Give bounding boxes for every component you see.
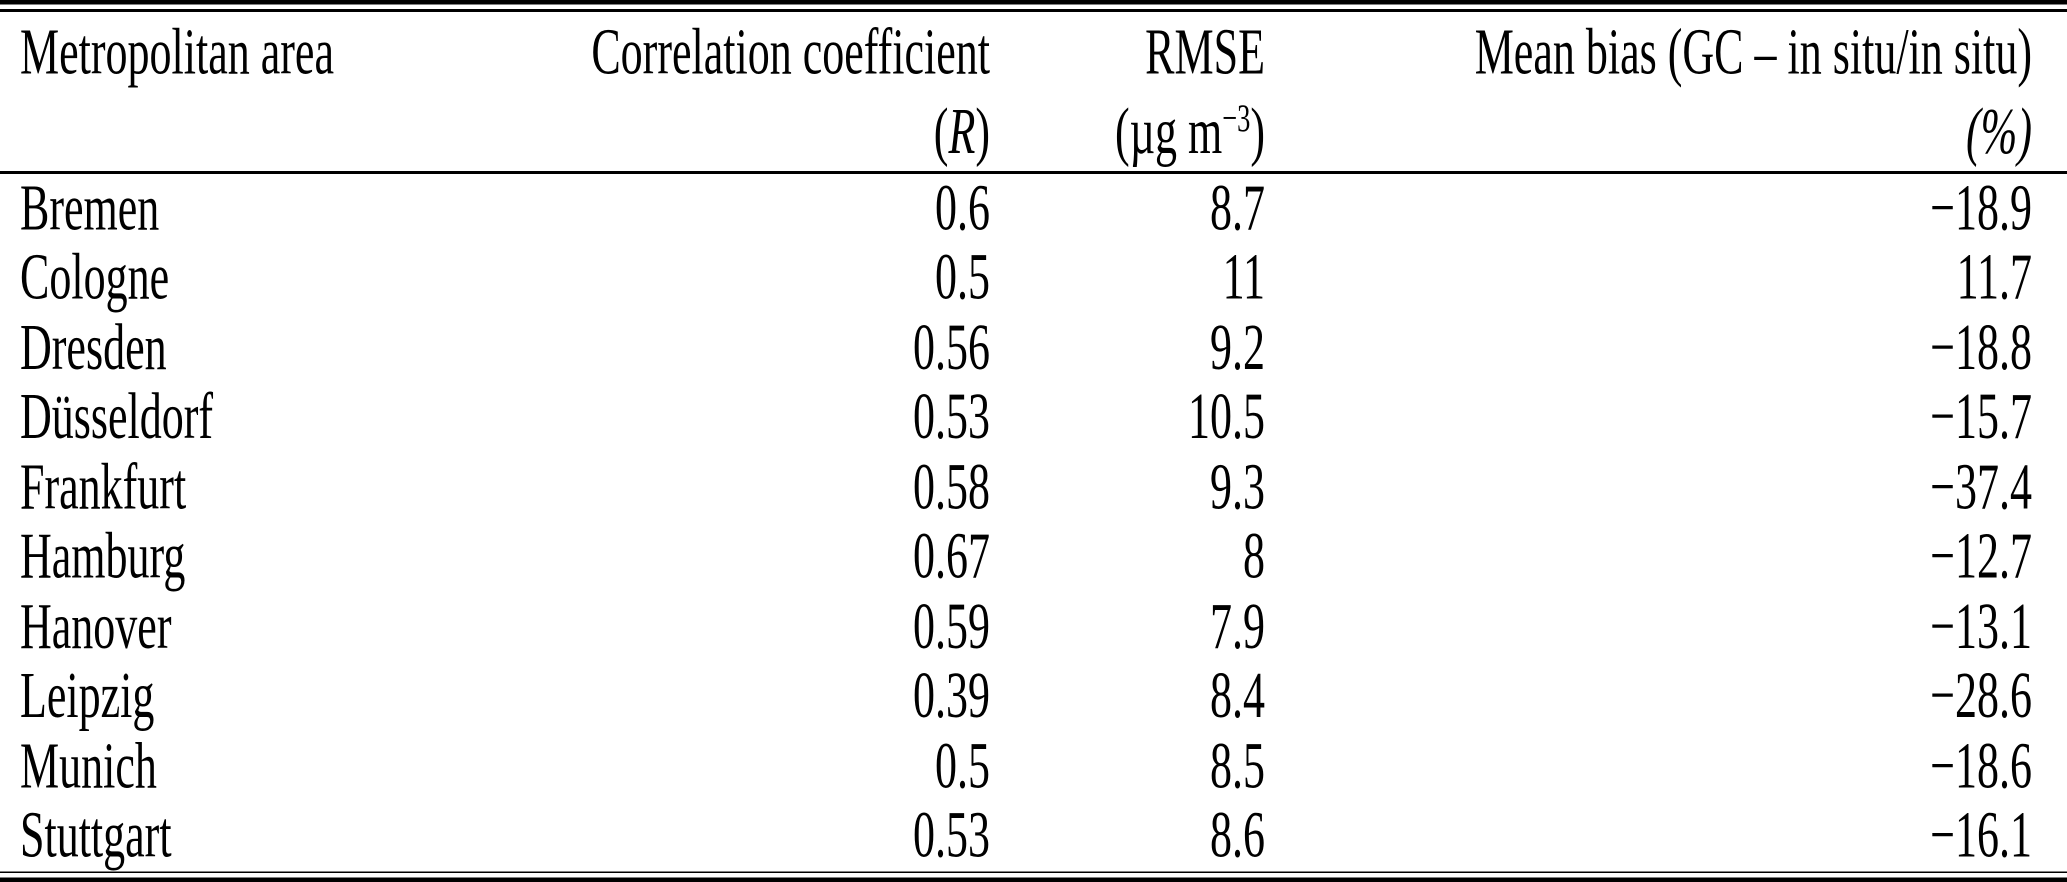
top-rule-thin (0, 9, 2067, 12)
mean-bias-cell: −13.1 (1930, 588, 2032, 663)
rmse-cell: 11 (1222, 240, 1265, 314)
correlation-cell: 0.56 (913, 309, 990, 384)
header-row-2: (R) (µg m−3) (%) (0, 90, 2067, 174)
correlation-cell: 0.59 (913, 588, 990, 663)
bottom-rule-thick (0, 877, 2067, 882)
paren-close: ) (975, 93, 990, 168)
metro-area-cell: Bremen (20, 170, 160, 244)
mean-bias-cell: −37.4 (1930, 449, 2032, 523)
mean-bias-cell: −18.6 (1930, 728, 2032, 802)
mean-bias-cell: −28.6 (1930, 658, 2032, 732)
rmse-unit-exponent: −3 (1222, 94, 1251, 140)
col-unit-mean-bias: (%) (1265, 90, 2067, 174)
rmse-cell: 8 (1243, 519, 1265, 593)
correlation-cell: 0.6 (935, 170, 990, 244)
correlation-cell: 0.53 (913, 379, 990, 453)
header-row-1: Metropolitan area Correlation coefficien… (0, 11, 2067, 91)
rmse-cell: 8.7 (1210, 170, 1265, 244)
table-row: Frankfurt 0.58 9.3 −37.4 (0, 449, 2067, 523)
metro-area-cell: Hamburg (20, 519, 186, 593)
correlation-cell: 0.67 (913, 519, 990, 593)
table-row: Hamburg 0.67 8 −12.7 (0, 519, 2067, 593)
table-row: Stuttgart 0.53 8.6 −16.1 (0, 798, 2067, 872)
mean-bias-cell: −18.8 (1930, 309, 2032, 384)
rmse-cell: 9.3 (1210, 449, 1265, 523)
metro-area-cell: Düsseldorf (20, 379, 214, 453)
col-header-mean-bias: Mean bias (GC – in situ/in situ) (1474, 14, 2032, 88)
percent-unit: (%) (1966, 93, 2032, 168)
rmse-unit-prefix: (µg m (1115, 93, 1223, 168)
table-row: Bremen 0.6 8.7 −18.9 (0, 172, 2067, 243)
mean-bias-cell: −12.7 (1930, 519, 2032, 593)
table-row: Dresden 0.56 9.2 −18.8 (0, 309, 2067, 384)
metro-area-cell: Hanover (20, 588, 172, 663)
col-header-correlation: Correlation coefficient (591, 14, 990, 88)
rmse-unit-suffix: ) (1250, 93, 1265, 168)
bottom-rule-thin (0, 870, 2067, 873)
mean-bias-cell: 11.7 (1956, 240, 2032, 314)
mean-bias-cell: −15.7 (1930, 379, 2032, 453)
correlation-cell: 0.5 (935, 240, 990, 314)
metro-area-cell: Frankfurt (20, 449, 187, 523)
table-row: Cologne 0.5 11 11.7 (0, 240, 2067, 314)
table-row: Leipzig 0.39 8.4 −28.6 (0, 658, 2067, 732)
table-body: Bremen 0.6 8.7 −18.9 Cologne 0.5 11 11.7… (0, 172, 2067, 871)
table-row: Düsseldorf 0.53 10.5 −15.7 (0, 379, 2067, 453)
top-rule-thick (0, 0, 2067, 5)
rmse-cell: 9.2 (1210, 309, 1265, 384)
col-header-metropolitan-area: Metropolitan area (20, 14, 334, 88)
correlation-cell: 0.5 (935, 728, 990, 802)
rmse-cell: 8.5 (1210, 728, 1265, 802)
col-header-rmse: RMSE (1145, 14, 1265, 88)
metro-area-cell: Dresden (20, 309, 167, 384)
empty-cell (0, 90, 470, 174)
paren-open: ( (933, 93, 949, 168)
metro-area-cell: Munich (20, 728, 157, 802)
rmse-cell: 10.5 (1188, 379, 1265, 453)
table-row: Munich 0.5 8.5 −18.6 (0, 728, 2067, 802)
correlation-cell: 0.53 (913, 798, 990, 872)
rmse-cell: 7.9 (1210, 588, 1265, 663)
r-symbol: R (948, 93, 976, 168)
mean-bias-cell: −16.1 (1930, 798, 2032, 872)
col-unit-correlation: (R) (470, 90, 990, 174)
mean-bias-cell: −18.9 (1930, 170, 2032, 244)
correlation-cell: 0.58 (913, 449, 990, 523)
results-table: Metropolitan area Correlation coefficien… (0, 11, 2067, 871)
metro-area-cell: Stuttgart (20, 798, 172, 872)
correlation-cell: 0.39 (913, 658, 990, 732)
rmse-cell: 8.4 (1210, 658, 1265, 732)
metro-area-cell: Leipzig (20, 658, 155, 732)
col-unit-rmse: (µg m−3) (990, 90, 1265, 174)
table-header: Metropolitan area Correlation coefficien… (0, 11, 2067, 174)
rmse-cell: 8.6 (1210, 798, 1265, 872)
metro-area-cell: Cologne (20, 240, 170, 314)
table-row: Hanover 0.59 7.9 −13.1 (0, 588, 2067, 663)
